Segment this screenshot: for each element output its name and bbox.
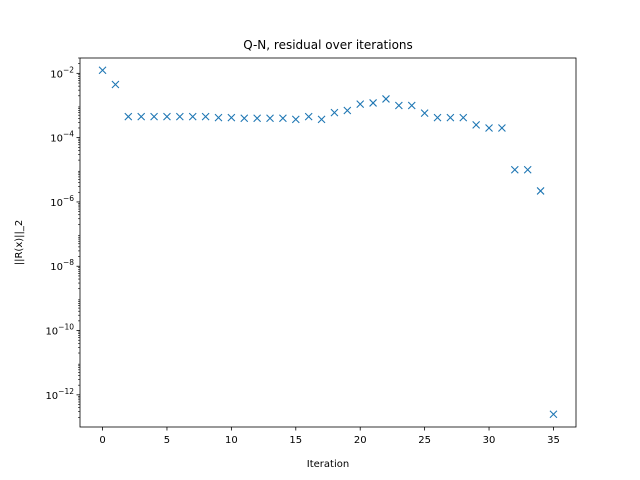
- x-tick-label: 20: [354, 435, 367, 446]
- data-point: [201, 112, 210, 121]
- plot-frame: [79, 57, 577, 428]
- x-tick-label: 0: [99, 435, 105, 446]
- y-tick-label: 10−4: [50, 130, 74, 145]
- x-tick-label: 5: [164, 435, 170, 446]
- y-tick-label: 10−2: [50, 65, 74, 80]
- x-tick-label: 25: [418, 435, 431, 446]
- data-point: [382, 95, 390, 103]
- data-point: [137, 112, 146, 121]
- x-tick-label: 30: [483, 435, 496, 446]
- x-axis-ticks: 0 5 10 15 20 25 30 35: [99, 427, 560, 446]
- data-point: [510, 165, 519, 174]
- y-axis-label: ||R(x)||_2: [14, 220, 25, 266]
- data-point: [407, 101, 416, 110]
- data-point: [356, 100, 365, 109]
- data-point: [214, 113, 223, 122]
- data-point: [253, 114, 262, 123]
- chart-title: Q-N, residual over iterations: [243, 38, 413, 52]
- y-tick-label: 10−6: [50, 194, 74, 209]
- x-tick-label: 35: [547, 435, 560, 446]
- y-tick-label: 10−12: [45, 387, 74, 402]
- data-point: [266, 114, 274, 123]
- data-point: [446, 113, 455, 122]
- data-point: [175, 112, 184, 121]
- data-point: [485, 124, 493, 132]
- x-tick-label: 15: [289, 435, 302, 446]
- data-point: [498, 124, 506, 132]
- data-point: [549, 410, 558, 419]
- data-point: [279, 114, 287, 123]
- data-point: [163, 112, 171, 121]
- x-tick-label: 10: [225, 435, 238, 446]
- data-point: [188, 112, 197, 121]
- data-point: [317, 115, 326, 124]
- data-point: [150, 112, 158, 121]
- data-point: [472, 120, 481, 129]
- data-point: [291, 115, 300, 124]
- data-point: [433, 113, 442, 122]
- data-point: [394, 101, 403, 110]
- data-point: [420, 109, 429, 117]
- data-point: [98, 66, 107, 75]
- data-point: [240, 114, 249, 123]
- data-point: [227, 113, 236, 122]
- data-point: [124, 112, 133, 121]
- data-point: [459, 113, 468, 122]
- data-point: [369, 99, 377, 107]
- data-point: [343, 106, 352, 115]
- data-point: [523, 165, 532, 174]
- x-axis-label: Iteration: [307, 459, 349, 470]
- data-points: [98, 66, 558, 419]
- y-tick-label: 10−10: [45, 323, 74, 338]
- data-point: [304, 112, 313, 121]
- y-tick-label: 10−8: [50, 258, 74, 273]
- data-point: [536, 187, 545, 195]
- data-point: [330, 108, 339, 117]
- data-point: [111, 80, 120, 89]
